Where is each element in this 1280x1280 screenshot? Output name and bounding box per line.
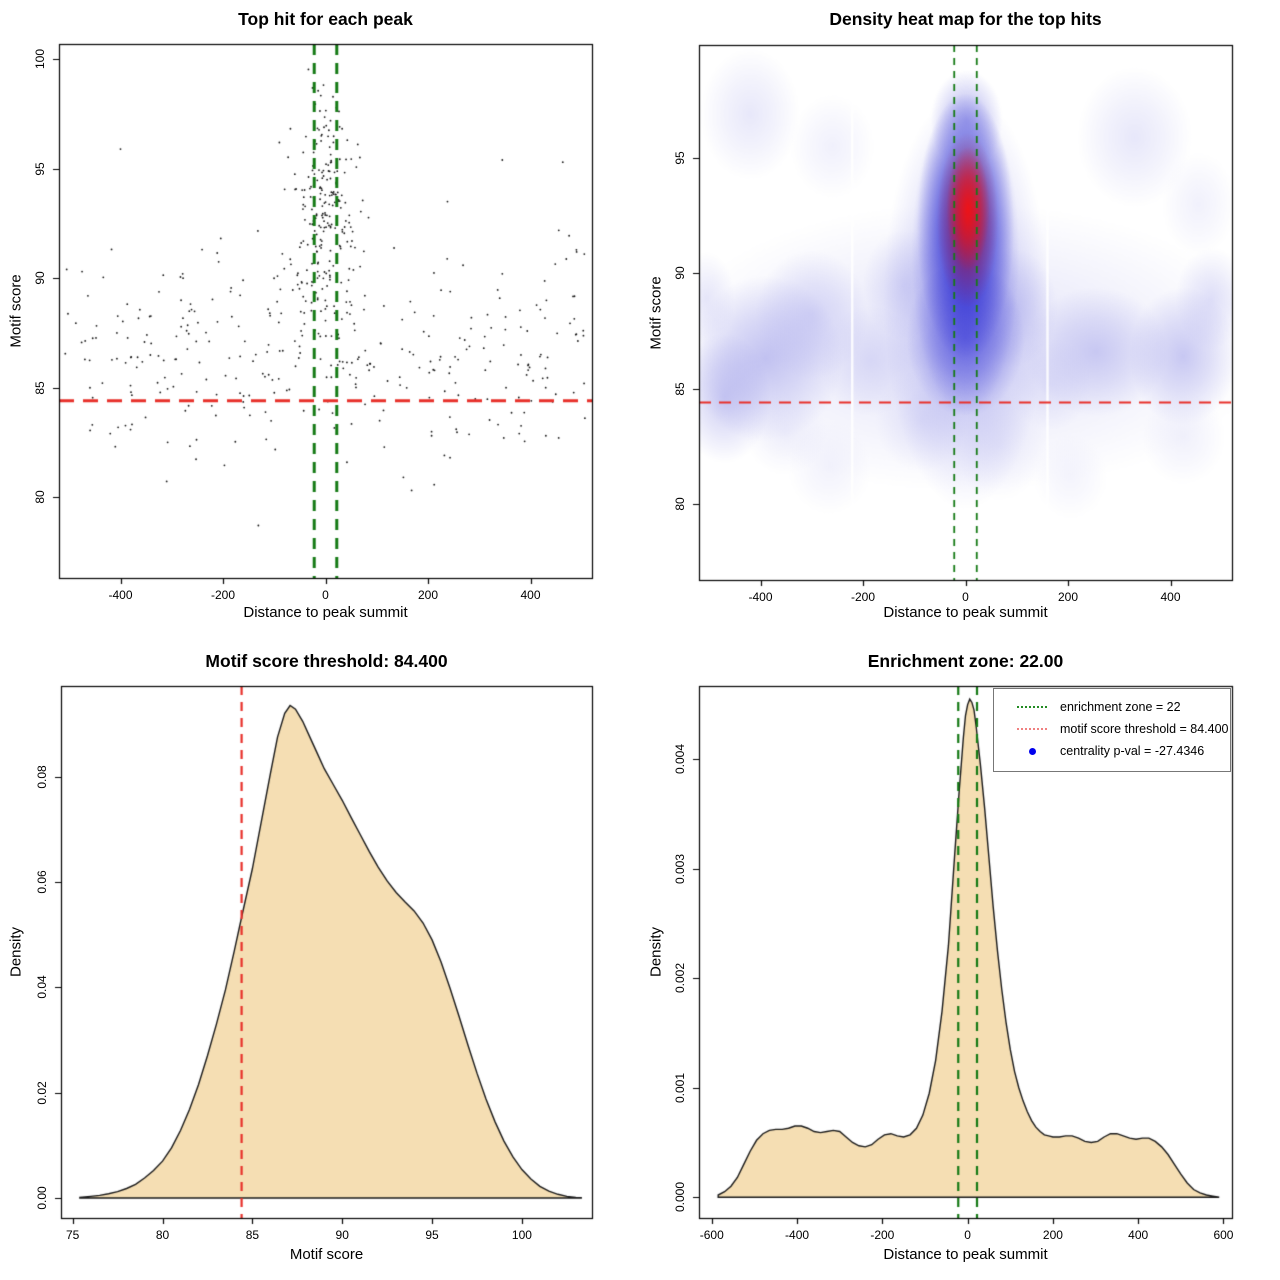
tick-label: 0 bbox=[962, 590, 969, 604]
tick-label: 400 bbox=[520, 588, 541, 602]
tick-label: 80 bbox=[673, 497, 687, 511]
tick-label: 80 bbox=[33, 490, 47, 504]
tick-label: 200 bbox=[417, 588, 439, 602]
x-axis-label-bottom-left: Motif score bbox=[289, 1246, 364, 1263]
tick-label: 0.003 bbox=[673, 853, 687, 884]
y-axis-label-bottom-left: Density bbox=[7, 926, 25, 978]
y-axis-label-bottom-right: Density bbox=[647, 926, 665, 978]
tick-label: 0.06 bbox=[35, 870, 49, 894]
tick-label: 200 bbox=[1042, 1228, 1063, 1242]
tick-label: -200 bbox=[210, 588, 236, 602]
tick-label: 90 bbox=[33, 271, 47, 285]
legend-red-dotted-line-icon bbox=[1016, 728, 1048, 730]
tick-label: 0.02 bbox=[35, 1080, 49, 1105]
legend-blue-dot-icon bbox=[1016, 747, 1048, 755]
legend-item-centrality-pval: centrality p-val = -27.4346 bbox=[994, 740, 1230, 762]
legend-green-dotted-line-icon bbox=[1016, 706, 1048, 708]
tick-label: 95 bbox=[673, 151, 687, 165]
legend-item-enrichment-zone: enrichment zone = 22 bbox=[994, 696, 1230, 718]
tick-label: 0.002 bbox=[673, 963, 687, 994]
tick-label: 90 bbox=[335, 1228, 349, 1242]
tick-label: -600 bbox=[699, 1228, 724, 1242]
tick-label: 0.004 bbox=[673, 744, 687, 775]
panel-title-motif-score-threshold: Motif score threshold: 84.400 bbox=[205, 651, 448, 671]
tick-label: 0.001 bbox=[673, 1072, 687, 1103]
legend-item-label: enrichment zone = 22 bbox=[1060, 700, 1181, 714]
tick-label: 100 bbox=[33, 49, 47, 70]
tick-label: 0.04 bbox=[35, 975, 49, 999]
tick-label: -200 bbox=[850, 590, 876, 604]
tick-label: 95 bbox=[33, 162, 47, 176]
x-axis-label-top-right: Distance to peak summit bbox=[883, 604, 1048, 621]
tick-label: 400 bbox=[1160, 590, 1181, 604]
legend-item-label: centrality p-val = -27.4346 bbox=[1060, 744, 1205, 758]
panel-title-density-heatmap: Density heat map for the top hits bbox=[829, 9, 1102, 29]
tick-label: 75 bbox=[65, 1228, 80, 1242]
tick-label: -400 bbox=[748, 590, 773, 604]
tick-label: 85 bbox=[245, 1228, 260, 1242]
tick-label: 200 bbox=[1057, 590, 1079, 604]
tick-label: 80 bbox=[155, 1228, 170, 1242]
tick-label: 0.00 bbox=[35, 1186, 49, 1210]
tick-label: 90 bbox=[673, 266, 687, 280]
tick-label: -400 bbox=[785, 1228, 810, 1242]
tick-label: 600 bbox=[1213, 1228, 1234, 1242]
y-axis-label-top-left: Motif score bbox=[7, 274, 25, 348]
y-axis-label-top-right: Motif score bbox=[647, 275, 665, 350]
x-axis-label-top-left: Distance to peak summit bbox=[243, 604, 408, 621]
legend-item-label: motif score threshold = 84.400 bbox=[1060, 722, 1229, 736]
panel-title-enrichment-zone: Enrichment zone: 22.00 bbox=[867, 651, 1064, 671]
legend-item-motif-score-threshold: motif score threshold = 84.400 bbox=[994, 718, 1230, 740]
tick-label: 0 bbox=[322, 588, 329, 602]
tick-label: 95 bbox=[425, 1228, 439, 1242]
tick-label: 0.08 bbox=[35, 764, 49, 789]
x-axis-label-bottom-right: Distance to peak summit bbox=[883, 1246, 1048, 1263]
legend: enrichment zone = 22 motif score thresho… bbox=[993, 688, 1231, 772]
tick-label: 85 bbox=[673, 381, 687, 396]
tick-label: 400 bbox=[1128, 1228, 1149, 1242]
panel-title-top-hit-scatter: Top hit for each peak bbox=[238, 9, 413, 29]
tick-label: 85 bbox=[33, 380, 47, 395]
tick-label: 100 bbox=[511, 1228, 532, 1242]
tick-label: 0 bbox=[964, 1228, 971, 1242]
tick-label: 0.000 bbox=[673, 1182, 687, 1213]
tick-label: -400 bbox=[108, 588, 133, 602]
tick-label: -200 bbox=[870, 1228, 895, 1242]
